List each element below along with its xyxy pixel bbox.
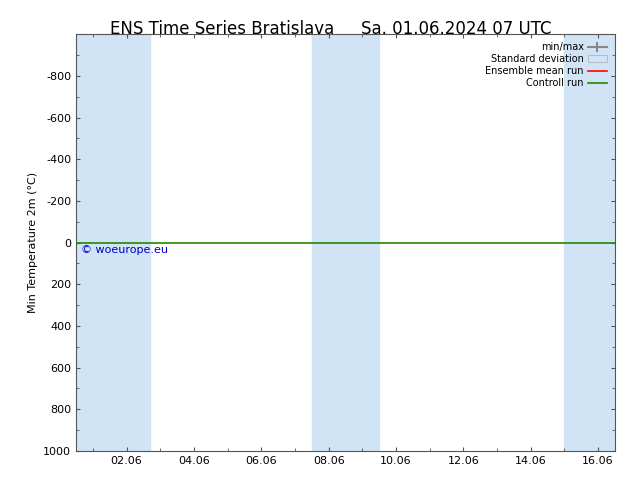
Bar	[564, 34, 615, 451]
Y-axis label: Min Temperature 2m (°C): Min Temperature 2m (°C)	[28, 172, 37, 313]
Bar	[312, 34, 379, 451]
Bar	[76, 34, 150, 451]
Text: Sa. 01.06.2024 07 UTC: Sa. 01.06.2024 07 UTC	[361, 20, 552, 38]
Text: ENS Time Series Bratislava: ENS Time Series Bratislava	[110, 20, 334, 38]
Text: © woeurope.eu: © woeurope.eu	[81, 245, 169, 255]
Legend: min/max, Standard deviation, Ensemble mean run, Controll run: min/max, Standard deviation, Ensemble me…	[482, 39, 610, 91]
